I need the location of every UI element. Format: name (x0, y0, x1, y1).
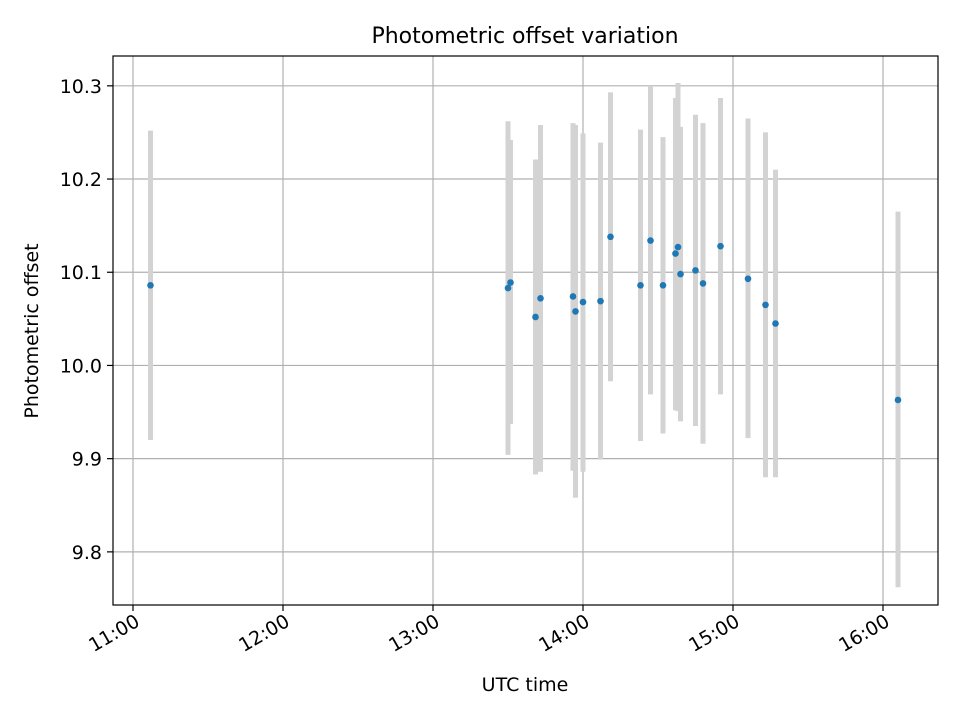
y-tick-label: 10.2 (60, 169, 102, 191)
data-point (147, 281, 154, 289)
data-point (572, 308, 579, 315)
data-point (504, 284, 512, 292)
data-point (569, 293, 577, 300)
data-point (579, 298, 587, 306)
data-point (762, 301, 769, 309)
point-layer (147, 233, 902, 404)
data-point (637, 281, 644, 289)
y-tick-label: 9.8 (72, 542, 102, 564)
y-tick-label: 10.1 (60, 262, 102, 284)
data-point (672, 250, 679, 257)
y-axis-label: Photometric offset (21, 243, 43, 418)
grid-layer (113, 56, 938, 605)
data-point (647, 237, 654, 244)
data-point (674, 243, 682, 251)
x-axis-label: UTC time (482, 674, 569, 696)
y-tick-label: 10.0 (60, 355, 102, 377)
plot-frame (112, 55, 939, 606)
data-point (659, 281, 667, 289)
data-point (677, 270, 684, 278)
y-tick-label: 10.3 (60, 76, 102, 98)
data-point (537, 295, 544, 302)
data-point (532, 313, 539, 321)
data-point (772, 320, 779, 327)
data-point (717, 242, 724, 250)
data-point (507, 279, 514, 286)
data-point (699, 280, 707, 287)
data-point (894, 396, 902, 404)
data-point (692, 267, 699, 274)
y-tick-label: 9.9 (72, 449, 102, 471)
data-point (597, 297, 604, 305)
chart-title: Photometric offset variation (371, 24, 678, 49)
data-point (744, 275, 752, 283)
data-point (607, 233, 614, 241)
